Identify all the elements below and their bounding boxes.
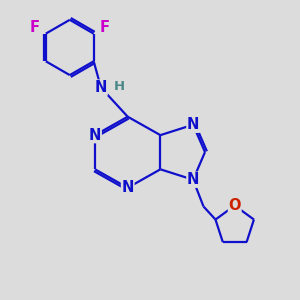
Text: N: N <box>187 172 199 187</box>
Text: F: F <box>30 20 40 35</box>
Text: H: H <box>113 80 124 93</box>
Text: N: N <box>95 80 107 95</box>
Text: F: F <box>100 20 110 35</box>
Text: N: N <box>89 128 101 142</box>
Text: N: N <box>187 117 199 132</box>
Text: O: O <box>229 198 241 213</box>
Text: N: N <box>122 180 134 195</box>
